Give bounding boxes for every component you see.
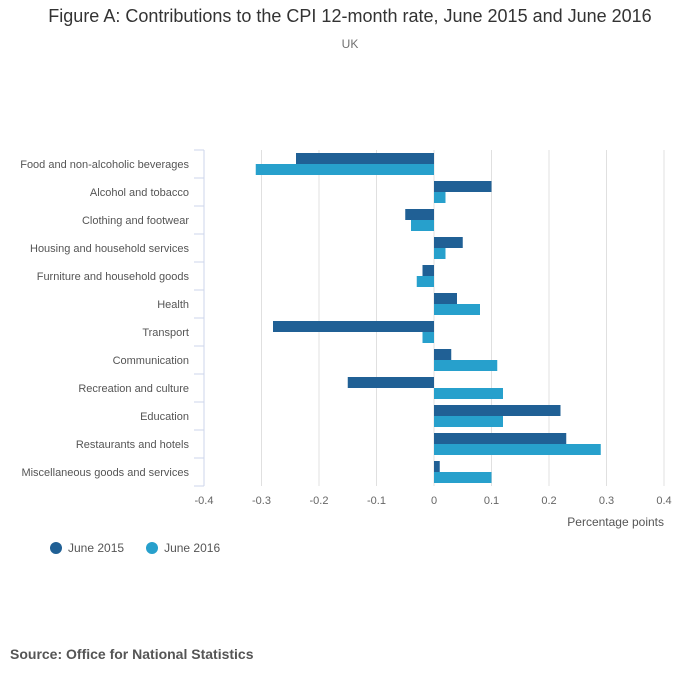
- bar-june-2016[interactable]: [416, 276, 434, 287]
- x-tick-label: -0.1: [367, 495, 386, 507]
- bar-june-2015[interactable]: [434, 433, 567, 444]
- legend-label: June 2015: [68, 541, 125, 555]
- x-tick-label: -0.4: [195, 495, 214, 507]
- x-tick-label: -0.2: [310, 495, 329, 507]
- x-tick-label: -0.3: [252, 495, 271, 507]
- legend-item-june-2016[interactable]: June 2016: [146, 541, 220, 555]
- x-tick-label: 0.4: [656, 495, 671, 507]
- bar-june-2015[interactable]: [434, 181, 492, 192]
- category-label: Restaurants and hotels: [76, 439, 190, 451]
- gridlines: [261, 150, 665, 486]
- category-axis: Food and non-alcoholic beverages Alcohol …: [20, 149, 205, 487]
- legend-label: June 2016: [164, 541, 221, 555]
- bar-june-2016[interactable]: [434, 304, 480, 315]
- bar-june-2016[interactable]: [411, 220, 434, 231]
- bar-june-2015[interactable]: [405, 209, 434, 220]
- category-label: Communication: [113, 355, 189, 367]
- x-tick-label: 0: [431, 495, 437, 507]
- legend: June 2015 June 2016: [50, 541, 220, 555]
- bar-june-2016[interactable]: [434, 472, 492, 483]
- bar-june-2015[interactable]: [434, 349, 452, 360]
- x-axis-ticks: -0.4 -0.3 -0.2 -0.1 0 0.1 0.2 0.3 0.4: [195, 495, 672, 507]
- bar-june-2015[interactable]: [422, 265, 435, 276]
- bar-june-2015[interactable]: [434, 293, 457, 304]
- bar-june-2016[interactable]: [434, 388, 503, 399]
- bar-june-2016[interactable]: [434, 444, 601, 455]
- legend-swatch-june-2015: [50, 542, 62, 554]
- bar-june-2015[interactable]: [434, 461, 440, 472]
- bar-june-2015[interactable]: [273, 321, 434, 332]
- x-tick-label: 0.1: [484, 495, 499, 507]
- bar-june-2016[interactable]: [434, 360, 498, 371]
- bar-june-2015[interactable]: [296, 153, 434, 164]
- chart-subtitle: UK: [341, 37, 359, 51]
- category-label: Furniture and household goods: [37, 271, 190, 283]
- x-tick-label: 0.3: [599, 495, 614, 507]
- bar-june-2015[interactable]: [347, 377, 434, 388]
- source-note: Source: Office for National Statistics: [10, 646, 254, 662]
- category-label: Housing and household services: [30, 243, 189, 255]
- bar-june-2016[interactable]: [434, 192, 446, 203]
- bar-june-2016[interactable]: [434, 416, 503, 427]
- bar-june-2016[interactable]: [255, 164, 434, 175]
- bar-june-2016[interactable]: [434, 248, 446, 259]
- legend-item-june-2015[interactable]: June 2015: [50, 541, 124, 555]
- category-label: Miscellaneous goods and services: [21, 467, 189, 479]
- category-label: Clothing and footwear: [82, 215, 189, 227]
- bar-chart: Food and non-alcoholic beverages Alcohol …: [20, 149, 672, 529]
- bars: [255, 153, 601, 483]
- category-label: Health: [157, 299, 189, 311]
- chart-title: Figure A: Contributions to the CPI 12-mo…: [48, 6, 652, 26]
- legend-swatch-june-2016: [146, 542, 159, 554]
- bar-june-2015[interactable]: [434, 405, 561, 416]
- x-axis-title: Percentage points: [567, 515, 664, 529]
- category-label: Alcohol and tobacco: [90, 187, 189, 199]
- x-tick-label: 0.2: [541, 495, 556, 507]
- category-label: Recreation and culture: [78, 383, 189, 395]
- bar-june-2015[interactable]: [434, 237, 463, 248]
- bar-june-2016[interactable]: [422, 332, 435, 343]
- category-label: Education: [140, 411, 189, 423]
- category-label: Food and non-alcoholic beverages: [20, 159, 189, 171]
- category-label: Transport: [142, 327, 189, 339]
